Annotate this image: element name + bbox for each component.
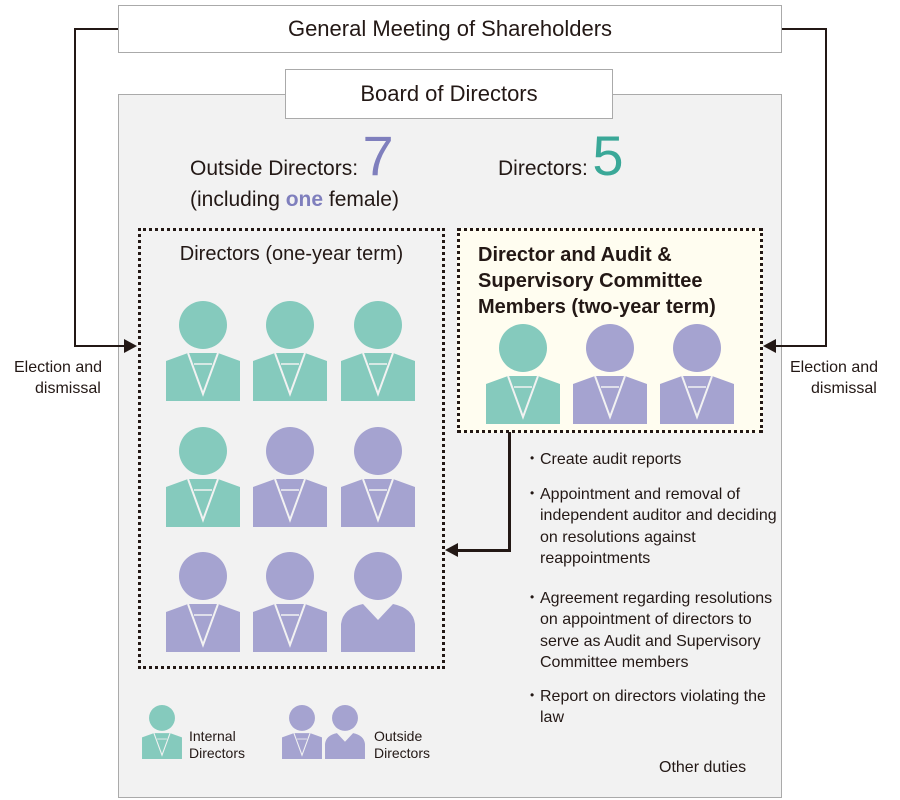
arrow-left-icon (445, 543, 458, 557)
internal-director-icon (166, 427, 240, 527)
internal-director-icon (166, 301, 240, 401)
duty-item: Agreement regarding resolutions on appoi… (530, 587, 780, 674)
directors-label: Directors: (498, 157, 588, 180)
election-label-line: dismissal (35, 380, 101, 397)
one-year-group-title: Directors (one-year term) (179, 243, 404, 265)
internal-director-icon (486, 324, 560, 424)
general-meeting-title: General Meeting of Shareholders (287, 16, 613, 41)
outside-director-icon (573, 324, 647, 424)
election-label-line: dismissal (811, 380, 877, 397)
female-count: one (285, 188, 324, 211)
outside-director-icon (660, 324, 734, 424)
other-duties: Other duties (659, 759, 747, 776)
internal-director-icon (341, 301, 415, 401)
outside-director-icon (341, 427, 415, 527)
outside-female-director-legend-icon (325, 705, 365, 759)
duties-list: Create audit reports Appointment and rem… (530, 448, 780, 738)
outside-female-director-icon (341, 552, 415, 652)
outside-director-icon (253, 427, 327, 527)
outside-director-icon (166, 552, 240, 652)
election-label-right: Election and dismissal (790, 357, 878, 399)
right-connector-top (782, 28, 827, 30)
internal-director-icon (253, 301, 327, 401)
legend-internal: Internal Directors (189, 728, 245, 762)
left-connector-vertical (74, 28, 76, 347)
audit-committee-title: Director and Audit & Supervisory Committ… (478, 242, 716, 320)
audit-title-line: Director and Audit & (478, 244, 672, 266)
duty-item: Report on directors violating the law (530, 685, 780, 729)
outside-director-legend-icon (282, 705, 322, 759)
outside-director-icon (253, 552, 327, 652)
arrow-right-icon (124, 339, 137, 353)
female-note: (including one female) (190, 188, 399, 212)
legend-internal-line: Internal (189, 728, 236, 744)
legend-outside: Outside Directors (374, 728, 430, 762)
internal-director-legend-icon (142, 705, 182, 759)
left-connector-top (74, 28, 118, 30)
legend-outside-line: Directors (374, 745, 431, 761)
right-connector-vertical (825, 28, 827, 347)
election-label-line: Election and (14, 359, 103, 376)
board-of-directors-box: Board of Directors (285, 69, 613, 119)
outside-directors-count: 7 (362, 124, 394, 187)
outside-directors-summary: Outside Directors: 7 (190, 128, 394, 184)
outside-directors-label: Outside Directors: (190, 157, 359, 180)
female-note-prefix: (including (190, 188, 286, 211)
duty-item: Appointment and removal of independent a… (530, 483, 780, 570)
general-meeting-box: General Meeting of Shareholders (118, 5, 782, 53)
arrow-left-icon (763, 339, 776, 353)
audit-title-line: Members (two-year term) (478, 296, 716, 318)
legend-outside-line: Outside (374, 728, 423, 744)
duty-item: Create audit reports (530, 448, 780, 471)
directors-count: 5 (592, 124, 624, 187)
election-label-left: Election and dismissal (14, 357, 102, 399)
duty-connector-horizontal (456, 549, 511, 552)
directors-summary: Directors: 5 (498, 128, 623, 184)
election-label-line: Election and (790, 359, 879, 376)
left-connector-bottom (74, 345, 126, 347)
board-area (118, 94, 782, 798)
audit-title-line: Supervisory Committee (478, 270, 703, 292)
legend-internal-line: Directors (189, 745, 246, 761)
female-note-suffix: female) (323, 188, 399, 211)
duty-connector-vertical (508, 432, 511, 552)
right-connector-bottom (775, 345, 827, 347)
one-year-directors-group (138, 228, 445, 669)
board-title: Board of Directors (360, 81, 538, 106)
